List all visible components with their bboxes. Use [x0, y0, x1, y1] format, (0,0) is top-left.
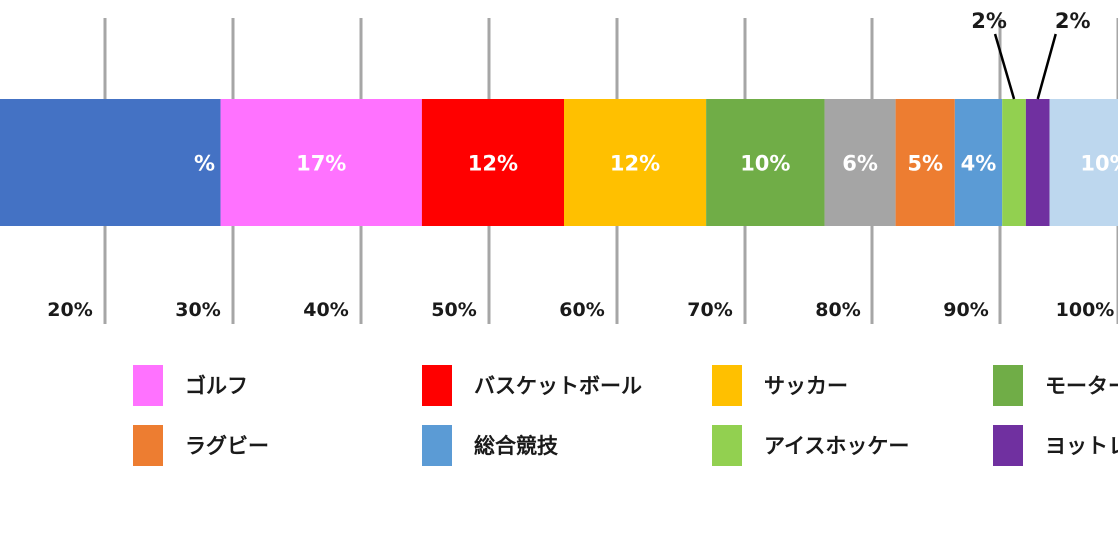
bar-segment — [564, 99, 707, 226]
data-label: 5% — [907, 152, 943, 176]
tick-lines — [103, 18, 1118, 324]
legend-swatch — [712, 424, 742, 466]
callout-line — [993, 33, 1016, 100]
data-label: 17% — [296, 152, 346, 176]
legend-swatch — [993, 424, 1023, 466]
bar-segment — [706, 99, 825, 226]
legend-item: バスケットボール — [422, 364, 642, 406]
tick-label: 100% — [1056, 299, 1115, 321]
data-label: 4% — [961, 152, 997, 176]
legend-swatch — [993, 364, 1023, 406]
legend-item: ヨットレ — [993, 424, 1118, 466]
bar-segment — [1002, 99, 1026, 226]
tick-label: 30% — [175, 299, 220, 321]
bar-segment — [421, 99, 564, 226]
data-label: 10% — [740, 152, 790, 176]
tick-label: 20% — [47, 299, 92, 321]
legend-label: 総合競技 — [474, 434, 558, 458]
legend-label: ラグビー — [185, 434, 269, 458]
bar-segment — [220, 99, 422, 226]
callout-label: 2% — [971, 9, 1007, 33]
legend-swatch — [133, 364, 163, 406]
legend-swatch — [133, 424, 163, 466]
bar-segment — [1049, 99, 1118, 226]
legend-item: サッカー — [712, 364, 848, 406]
legend-label: アイスホッケー — [764, 434, 910, 458]
bar-segment — [0, 99, 221, 226]
legend-item: ラグビー — [133, 424, 269, 466]
tick-label: 60% — [559, 299, 604, 321]
tick-label: 70% — [687, 299, 732, 321]
data-label: 6% — [842, 152, 878, 176]
legend-item: 総合競技 — [422, 424, 558, 466]
data-label: % — [194, 152, 215, 176]
callout-line — [1036, 33, 1057, 100]
legend-label: ヨットレ — [1045, 434, 1118, 458]
tick-label: 90% — [943, 299, 988, 321]
tick-label: 80% — [815, 299, 860, 321]
legend-swatch — [422, 364, 452, 406]
bar-segment — [1025, 99, 1050, 226]
legend-item: モーター — [993, 364, 1118, 406]
data-labels: % 17% 12% 12% 10% 6% 5% 4% 2% 2% 10% — [194, 9, 1118, 176]
legend-swatch — [422, 424, 452, 466]
legend-label: サッカー — [764, 374, 848, 398]
legend-label: ゴルフ — [185, 374, 248, 398]
legend-swatch — [712, 364, 742, 406]
legend-label: モーター — [1045, 374, 1118, 398]
bar-segment — [895, 99, 955, 226]
legend-item: アイスホッケー — [712, 424, 909, 466]
data-label: 10% — [1080, 152, 1118, 176]
data-label: 12% — [468, 152, 518, 176]
bar-segment — [954, 99, 1003, 226]
bar-segments — [0, 99, 1118, 226]
bar-segment — [824, 99, 896, 226]
legend-label: バスケットボール — [474, 374, 642, 398]
tick-label: 50% — [431, 299, 476, 321]
tick-labels: 20% 30% 40% 50% 60% 70% 80% 90% 100% — [47, 299, 1114, 321]
callout-label: 2% — [1055, 9, 1091, 33]
tick-label: 40% — [303, 299, 348, 321]
legend-item: ゴルフ — [133, 364, 248, 406]
data-label: 12% — [610, 152, 660, 176]
